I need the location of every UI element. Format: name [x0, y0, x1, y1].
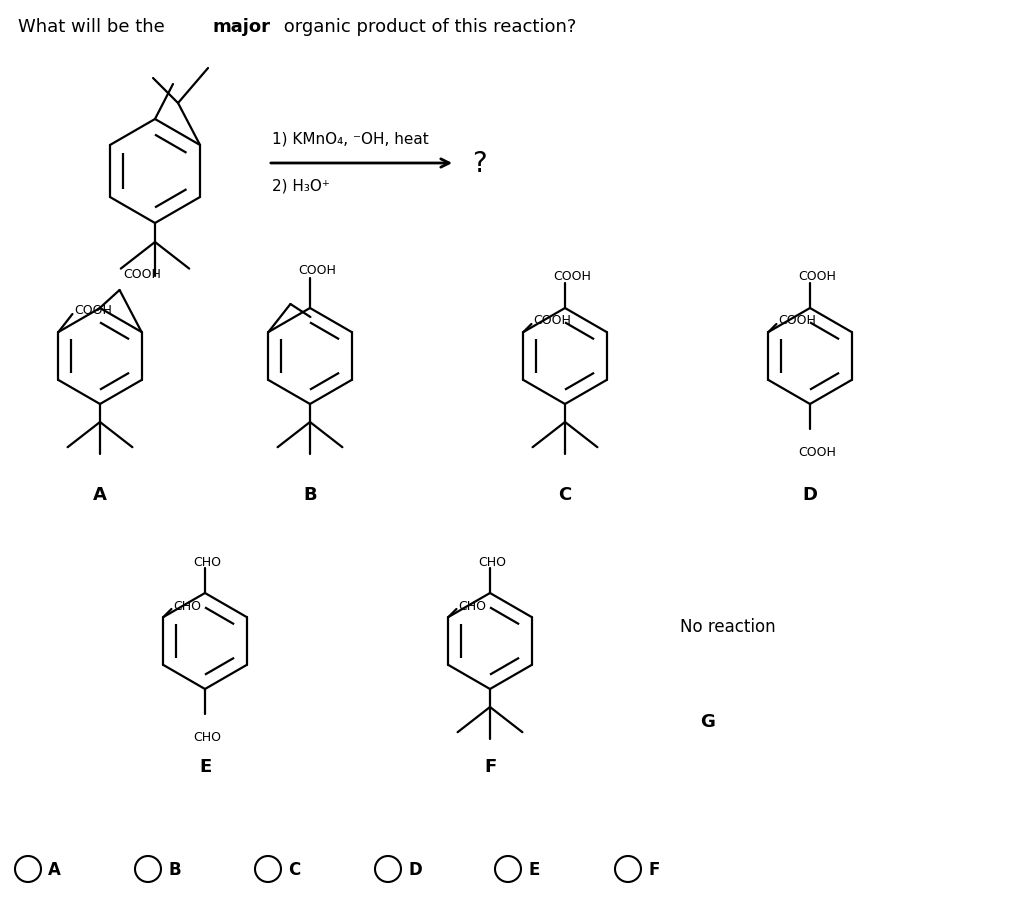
Text: COOH: COOH — [298, 264, 336, 277]
Text: CHO: CHO — [193, 731, 221, 743]
Text: COOH: COOH — [778, 314, 816, 327]
Text: A: A — [48, 860, 60, 878]
Text: C: C — [558, 486, 571, 504]
Text: COOH: COOH — [798, 271, 836, 283]
Text: A: A — [93, 486, 106, 504]
Text: CHO: CHO — [193, 555, 221, 568]
Text: COOH: COOH — [798, 446, 836, 459]
Text: C: C — [288, 860, 300, 878]
Text: 2) H₃O⁺: 2) H₃O⁺ — [272, 179, 330, 193]
Text: F: F — [484, 757, 496, 775]
Text: CHO: CHO — [173, 599, 202, 612]
Text: D: D — [408, 860, 422, 878]
Text: COOH: COOH — [534, 314, 571, 327]
Text: CHO: CHO — [478, 555, 506, 568]
Text: E: E — [199, 757, 211, 775]
Text: B: B — [168, 860, 180, 878]
Text: D: D — [803, 486, 817, 504]
Text: COOH: COOH — [124, 268, 162, 281]
Text: COOH: COOH — [553, 271, 591, 283]
Text: E: E — [528, 860, 540, 878]
Text: F: F — [648, 860, 659, 878]
Text: No reaction: No reaction — [680, 618, 775, 635]
Text: COOH: COOH — [75, 304, 113, 317]
Text: 1) KMnO₄, ⁻OH, heat: 1) KMnO₄, ⁻OH, heat — [272, 131, 429, 147]
Text: CHO: CHO — [459, 599, 486, 612]
Text: ?: ? — [472, 149, 486, 178]
Text: B: B — [303, 486, 316, 504]
Text: major: major — [212, 18, 270, 36]
Text: G: G — [700, 712, 715, 731]
Text: organic product of this reaction?: organic product of this reaction? — [278, 18, 577, 36]
Text: What will be the: What will be the — [18, 18, 171, 36]
